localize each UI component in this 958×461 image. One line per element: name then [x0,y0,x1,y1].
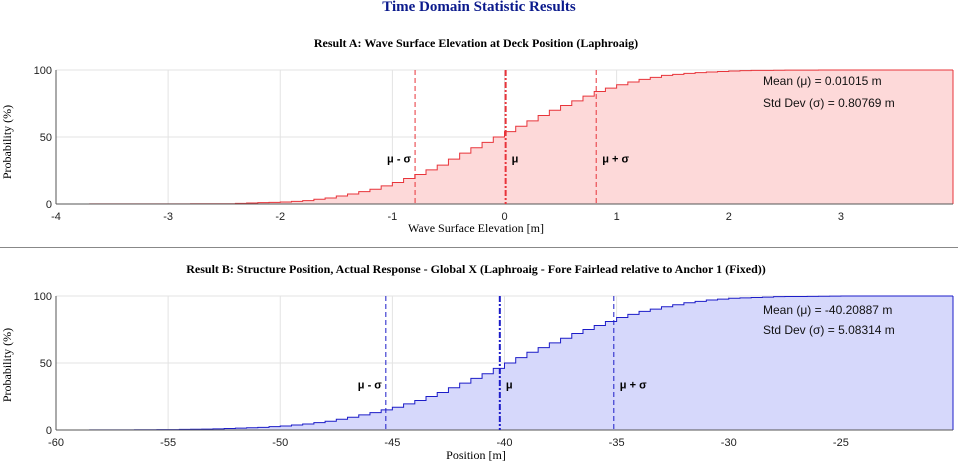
x-axis-label: Position [m] [446,448,506,461]
mean-label: μ [512,153,519,165]
plot-area: -60 -55 -50 -45 -40 -35 -30 -25 0 50 100 μ - σ μ μ + … [34,291,954,449]
x-tick-label: -1 [387,211,397,223]
mean-label: μ [506,379,513,391]
std-dev-readout: Std Dev (σ) = 5.08314 m [763,323,895,337]
x-axis-label: Wave Surface Elevation [m] [408,221,544,235]
mean-plus-std-label: μ + σ [620,379,647,391]
x-tick-label: -40 [497,437,513,449]
mean-minus-std-label: μ - σ [358,379,383,391]
page-title: Time Domain Statistic Results [382,0,576,15]
std-dev-readout: Std Dev (σ) = 0.80769 m [763,96,895,110]
chart-title: Result A: Wave Surface Elevation at Deck… [314,36,638,50]
x-tick-label: -35 [609,437,625,449]
y-tick-label: 50 [40,358,52,370]
x-tick-label: 2 [726,211,732,223]
cdf-series-line [56,295,953,431]
panel-divider [0,247,958,248]
x-tick-label: -50 [272,437,288,449]
y-tick-label: 50 [40,132,52,144]
x-tick-label: -30 [721,437,737,449]
plot-area: -4 -3 -2 -1 0 1 2 3 0 50 100 μ - σ μ μ + σ [34,65,954,223]
x-tick-label: 0 [501,211,507,223]
x-tick-label: -25 [833,437,849,449]
y-tick-label: 0 [46,199,52,211]
y-tick-label: 0 [46,425,52,437]
x-tick-label: 1 [614,211,620,223]
chart-panel-b: Result B: Structure Position, Actual Res… [0,262,954,461]
y-tick-label: 100 [34,291,52,303]
x-tick-label: -3 [163,211,173,223]
y-axis-label: Probability (%) [0,328,14,402]
chart-title: Result B: Structure Position, Actual Res… [186,262,766,276]
x-tick-label: 3 [838,211,844,223]
y-tick-label: 100 [34,65,52,77]
x-tick-label: -60 [48,437,64,449]
mean-minus-std-label: μ - σ [387,153,412,165]
x-tick-label: -55 [160,437,176,449]
x-tick-label: -45 [384,437,400,449]
x-tick-label: -4 [51,211,61,223]
chart-panel-a: Result A: Wave Surface Elevation at Deck… [0,36,954,235]
mean-plus-std-label: μ + σ [602,153,629,165]
mean-readout: Mean (μ) = 0.01015 m [763,74,882,88]
mean-readout: Mean (μ) = -40.20887 m [763,303,892,317]
y-axis-label: Probability (%) [0,105,14,179]
x-tick-label: -2 [275,211,285,223]
